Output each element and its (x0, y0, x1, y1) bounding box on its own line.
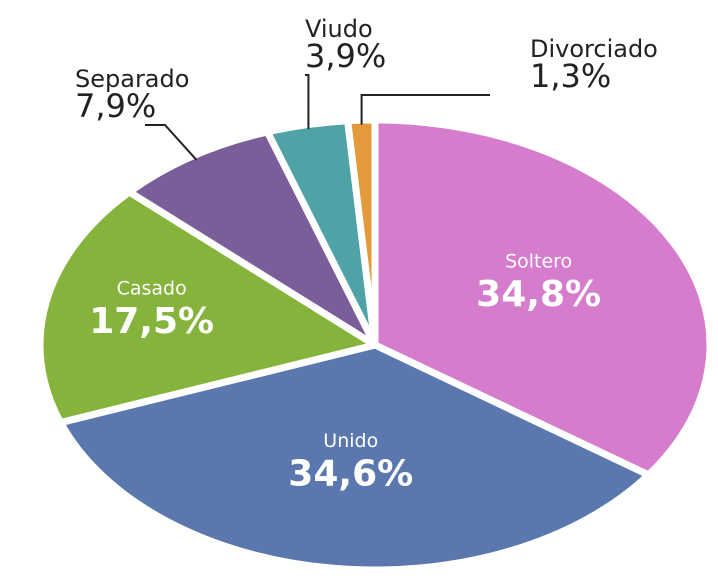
value-label: 34,6% (288, 454, 413, 495)
leader-line (145, 124, 198, 161)
slice-label: Viudo (305, 15, 373, 43)
value-label: 17,5% (89, 301, 214, 342)
pie-slice (57, 341, 652, 574)
leader-line (360, 94, 490, 125)
slice-label: Unido (323, 430, 378, 452)
slice-label: Separado (75, 65, 189, 93)
value-label: 3,9% (305, 37, 386, 75)
value-label: 7,9% (75, 87, 156, 125)
pie-slice (371, 116, 714, 479)
leader-line (305, 74, 310, 130)
value-label: 34,8% (476, 274, 601, 315)
value-label: 1,3% (530, 57, 611, 95)
slice-label: Divorciado (530, 35, 658, 63)
slice-label: Casado (117, 277, 187, 299)
pie-slice (36, 188, 379, 427)
slice-label: Soltero (505, 251, 572, 273)
